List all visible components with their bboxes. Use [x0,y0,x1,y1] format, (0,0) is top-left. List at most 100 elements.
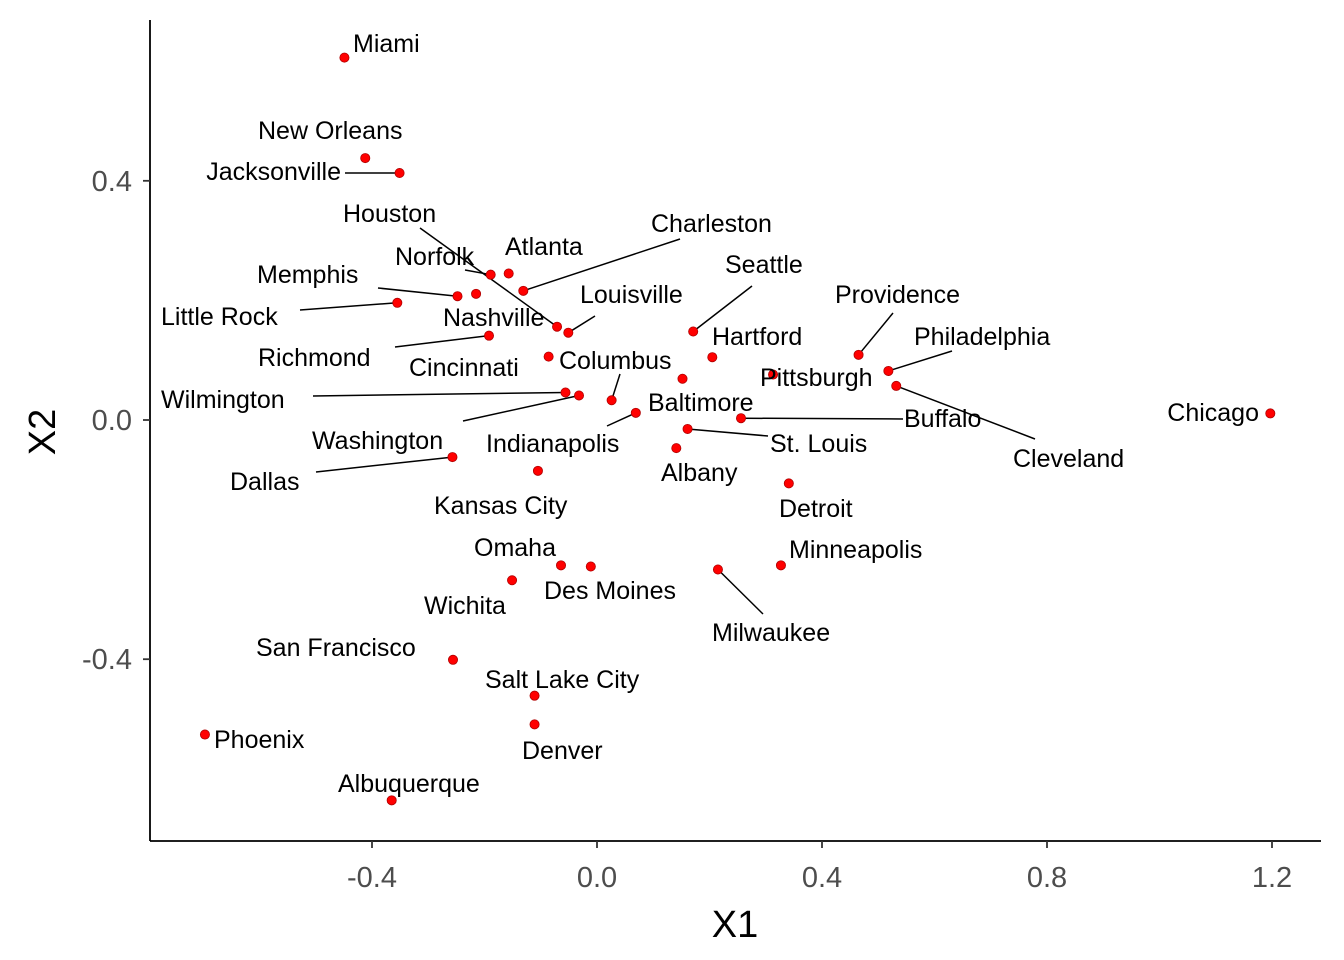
point-indianapolis [630,407,641,418]
label-columbus: Columbus [559,347,672,375]
label-des-moines: Des Moines [544,577,676,605]
point-milwaukee [712,564,723,575]
label-connector [687,428,769,437]
label-seattle: Seattle [725,251,803,279]
label-connector [394,334,490,348]
label-washington: Washington [312,427,443,455]
x-tick-label: 0.8 [1027,862,1067,894]
point-philadelphia [883,365,894,376]
label-providence: Providence [835,281,960,309]
label-connector [315,456,453,473]
point-norfolk [485,269,496,280]
label-jacksonville: Jacksonville [206,158,341,186]
label-cincinnati: Cincinnati [409,354,519,382]
label-dallas: Dallas [230,468,299,496]
label-atlanta: Atlanta [505,233,583,261]
label-san-francisco: San Francisco [256,634,416,662]
label-connector [312,391,566,397]
label-omaha: Omaha [474,534,556,562]
label-wichita: Wichita [424,592,506,620]
point-wilmington [560,387,571,398]
point-louisville [563,327,574,338]
label-minneapolis: Minneapolis [789,536,922,564]
label-miami: Miami [353,30,420,58]
label-detroit: Detroit [779,495,853,523]
point-denver [529,719,540,730]
x-tick-label: 0.4 [802,862,842,894]
label-connector [606,412,637,427]
point-st-louis [682,423,693,434]
label-albany: Albany [661,459,738,487]
label-st-louis: St. Louis [770,430,867,458]
label-new-orleans: New Orleans [258,117,403,145]
point-washington [574,390,585,401]
label-pittsburgh: Pittsburgh [760,364,873,392]
point-albuquerque [386,795,397,806]
point-wichita [507,575,518,586]
label-connector [888,350,953,372]
label-connector [462,394,580,422]
y-tick-label: -0.4 [82,644,132,676]
point-atlanta [503,268,514,279]
point-nashville [471,288,482,299]
label-richmond: Richmond [258,344,371,372]
x-tick-label: 0.0 [577,862,617,894]
x-tick-label: -0.4 [347,862,397,894]
point-san-francisco [447,654,458,665]
point-providence [853,349,864,360]
label-connector [299,302,398,311]
label-salt-lake-city: Salt Lake City [485,666,640,694]
label-houston: Houston [343,200,436,228]
label-norfolk: Norfolk [395,243,475,271]
label-buffalo: Buffalo [904,405,981,433]
x-tick-label: 1.2 [1252,862,1292,894]
label-albuquerque: Albuquerque [338,770,480,798]
label-kansas-city: Kansas City [434,492,568,520]
point-seattle [688,326,699,337]
point-new-orleans [360,153,371,164]
label-wilmington: Wilmington [161,386,285,414]
point-cincinnati [543,351,554,362]
point-hartford [707,352,718,363]
point-phoenix [199,729,210,740]
x-axis-title: X1 [712,904,758,946]
label-hartford: Hartford [712,323,802,351]
y-tick-label: 0.0 [92,405,132,437]
label-nashville: Nashville [443,304,544,332]
point-detroit [783,478,794,489]
label-philadelphia: Philadelphia [914,323,1050,351]
point-salt-lake-city [529,690,540,701]
point-columbus [606,395,617,406]
label-charleston: Charleston [651,210,772,238]
label-milwaukee: Milwaukee [712,619,830,647]
label-little-rock: Little Rock [161,303,278,331]
label-connector [692,285,753,333]
y-axis-title: X2 [22,409,64,455]
label-connector [895,385,1036,440]
point-buffalo [736,413,747,424]
label-connector [567,315,596,334]
label-connector [740,417,904,420]
label-baltimore: Baltimore [648,389,754,417]
label-louisville: Louisville [580,281,683,309]
point-houston [552,321,563,332]
label-connector [857,312,894,356]
label-connector [523,238,681,292]
point-kansas-city [532,465,543,476]
label-cleveland: Cleveland [1013,445,1124,473]
point-omaha [556,560,567,571]
label-indianapolis: Indianapolis [486,430,619,458]
point-baltimore [677,373,688,384]
point-dallas [447,452,458,463]
point-pittsburgh [768,369,779,380]
point-memphis [452,291,463,302]
label-denver: Denver [522,737,603,765]
point-des-moines [585,561,596,572]
point-jacksonville [394,168,405,179]
point-miami [339,52,350,63]
point-cleveland [891,380,902,391]
point-little-rock [392,297,403,308]
label-connector [377,287,458,297]
point-richmond [483,330,494,341]
point-minneapolis [775,560,786,571]
